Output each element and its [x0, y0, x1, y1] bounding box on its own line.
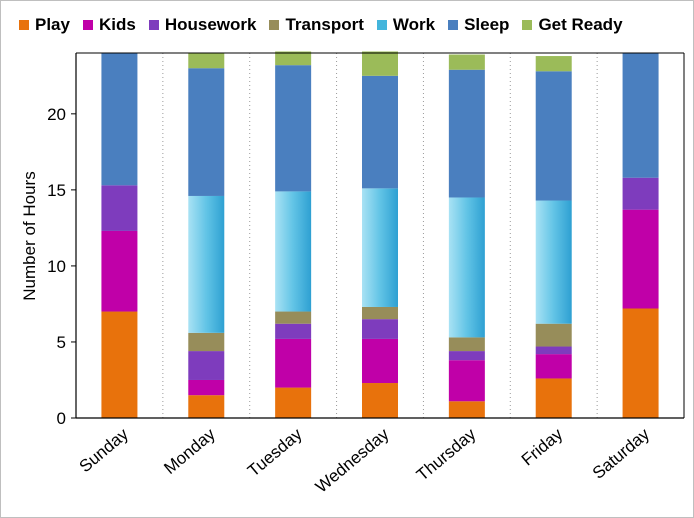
bar-friday-play — [535, 378, 572, 418]
bar-saturday-play — [622, 308, 659, 418]
bar-sunday-play — [101, 311, 138, 418]
bar-tuesday-housework — [275, 323, 312, 339]
bar-tuesday-get-ready — [275, 51, 312, 66]
bar-tuesday-transport — [275, 311, 312, 324]
bar-thursday-work — [448, 197, 485, 338]
x-tick-label: Monday — [160, 424, 219, 478]
bar-wednesday-sleep — [362, 75, 398, 189]
legend-swatch-housework — [148, 20, 159, 30]
bar-sunday-sleep — [101, 53, 138, 186]
y-tick-label: 10 — [47, 257, 66, 276]
bar-friday-transport — [535, 323, 572, 347]
legend-item-work: Work — [376, 15, 436, 35]
legend-swatch-sleep — [448, 20, 459, 30]
bar-tuesday-play — [275, 387, 312, 418]
x-tick-label: Tuesday — [244, 424, 306, 480]
bar-monday-work — [188, 195, 225, 333]
bar-tuesday-kids — [275, 338, 312, 388]
y-tick-label: 15 — [47, 181, 66, 200]
bar-thursday-sleep — [448, 69, 485, 198]
bar-thursday-housework — [448, 351, 485, 361]
bar-friday-kids — [535, 354, 572, 379]
legend-item-get-ready: Get Ready — [522, 15, 623, 35]
bar-sunday-kids — [101, 230, 138, 312]
bar-tuesday-sleep — [275, 65, 312, 192]
legend-swatch-work — [376, 20, 387, 30]
bar-monday-housework — [188, 351, 225, 380]
legend-label-sleep: Sleep — [464, 15, 510, 34]
bar-friday-get-ready — [535, 56, 572, 72]
bar-thursday-transport — [448, 337, 485, 352]
y-axis-label: Number of Hours — [20, 171, 39, 300]
bar-wednesday-play — [362, 383, 398, 418]
bar-sunday-housework — [101, 185, 138, 231]
x-tick-label: Saturday — [589, 424, 654, 483]
x-tick-label: Thursday — [413, 424, 480, 484]
bar-friday-sleep — [535, 71, 572, 201]
legend-item-housework: Housework — [148, 15, 257, 35]
bar-friday-work — [535, 200, 572, 324]
legend-label-transport: Transport — [285, 15, 364, 34]
bar-wednesday-work — [362, 188, 398, 307]
legend-label-play: Play — [35, 15, 70, 34]
bar-monday-transport — [188, 332, 225, 352]
legend-label-housework: Housework — [164, 15, 257, 34]
bar-monday-sleep — [188, 68, 225, 196]
legend-item-kids: Kids — [82, 15, 136, 35]
bar-thursday-kids — [448, 360, 485, 402]
bar-saturday-sleep — [622, 53, 659, 178]
legend-item-transport: Transport — [269, 15, 364, 35]
legend-label-work: Work — [392, 15, 436, 34]
y-tick-label: 0 — [57, 409, 66, 428]
y-tick-label: 20 — [47, 105, 66, 124]
x-tick-label: Wednesday — [312, 424, 393, 496]
bar-monday-get-ready — [188, 53, 225, 69]
x-tick-label: Friday — [518, 424, 567, 469]
bar-thursday-play — [448, 401, 485, 418]
bar-wednesday-housework — [362, 319, 398, 339]
legend-label-kids: Kids — [98, 15, 136, 34]
bar-saturday-housework — [622, 177, 659, 210]
legend-label-get-ready: Get Ready — [538, 15, 623, 34]
bar-wednesday-transport — [362, 306, 398, 320]
legend-swatch-play — [19, 20, 29, 30]
bar-monday-kids — [188, 379, 225, 396]
legend-swatch-transport — [269, 20, 280, 30]
bar-thursday-get-ready — [448, 54, 485, 70]
legend-item-sleep: Sleep — [448, 15, 509, 35]
chart-legend: Play Kids Housework Transport Work Sleep Get R… — [19, 13, 636, 37]
bar-tuesday-work — [275, 191, 312, 312]
legend-swatch-get-ready — [522, 20, 533, 30]
y-tick-label: 5 — [57, 333, 66, 352]
bar-wednesday-kids — [362, 338, 398, 384]
x-tick-label: Sunday — [76, 424, 133, 476]
legend-item-play: Play — [19, 15, 70, 35]
bar-monday-play — [188, 395, 225, 418]
legend-swatch-kids — [82, 20, 93, 30]
bar-saturday-kids — [622, 209, 659, 309]
bar-wednesday-get-ready — [362, 51, 398, 76]
bar-friday-housework — [535, 346, 572, 355]
